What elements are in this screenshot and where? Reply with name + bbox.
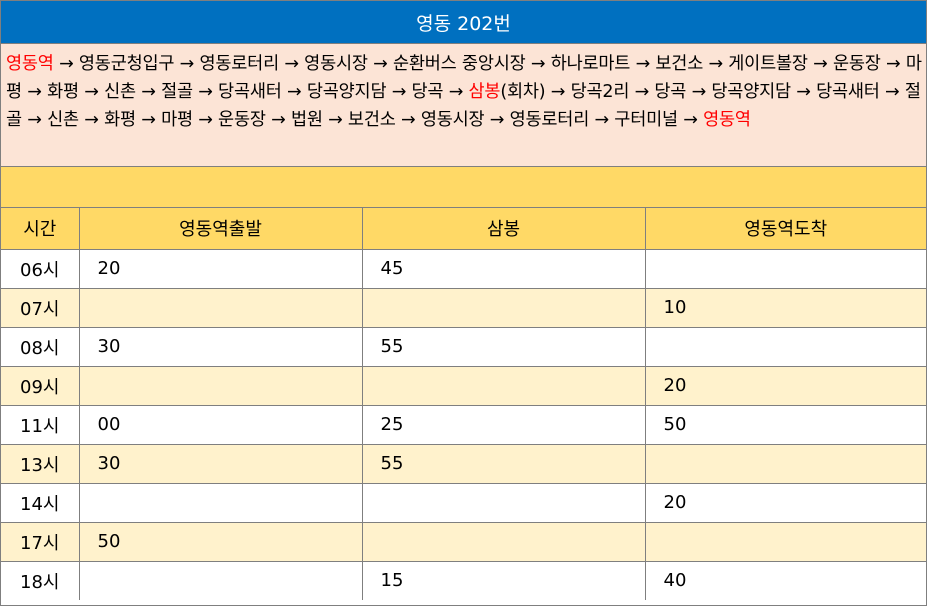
cell-departure [79, 366, 363, 406]
cell-time: 13시 [1, 444, 80, 484]
route-stop-highlight: 삼봉 [468, 82, 501, 102]
cell-departure: 30 [79, 444, 363, 484]
route-segment: (회차) → 당곡2리 → 당곡 → 당곡양지담 → 당곡새터 → 절골 → 신… [6, 82, 921, 130]
cell-arrival: 20 [645, 483, 926, 523]
table-row: 08시 30 55 [1, 327, 926, 367]
cell-time: 18시 [1, 561, 80, 600]
cell-departure: 30 [79, 327, 363, 367]
cell-departure [79, 288, 363, 328]
header-row: 시간 영동역출발 삼봉 영동역도착 [1, 208, 926, 250]
cell-arrival: 20 [645, 366, 926, 406]
table-row: 18시 15 40 [1, 561, 926, 600]
cell-sambong: 55 [362, 327, 646, 367]
cell-arrival [645, 327, 926, 367]
table-row: 11시 00 25 50 [1, 405, 926, 445]
cell-sambong [362, 288, 646, 328]
cell-arrival: 10 [645, 288, 926, 328]
cell-time: 06시 [1, 249, 80, 289]
col-header-arrival: 영동역도착 [645, 208, 926, 250]
cell-time: 07시 [1, 288, 80, 328]
cell-time: 14시 [1, 483, 80, 523]
table-row: 14시 20 [1, 483, 926, 523]
cell-time: 17시 [1, 522, 80, 562]
cell-sambong: 55 [362, 444, 646, 484]
cell-departure: 00 [79, 405, 363, 445]
col-header-sambong: 삼봉 [362, 208, 646, 250]
route-description: 영동역 → 영동군청입구 → 영동로터리 → 영동시장 → 순환버스 중앙시장 … [1, 44, 926, 167]
cell-sambong [362, 366, 646, 406]
cell-arrival [645, 522, 926, 562]
table-row: 13시 30 55 [1, 444, 926, 484]
cell-arrival: 40 [645, 561, 926, 600]
blank-header-band [1, 167, 926, 208]
cell-departure: 20 [79, 249, 363, 289]
table-row: 17시 50 [1, 522, 926, 562]
cell-sambong [362, 522, 646, 562]
route-stop-highlight: 영동역 [6, 54, 54, 74]
cell-arrival: 50 [645, 405, 926, 445]
route-segment: → 영동군청입구 → 영동로터리 → 영동시장 → 순환버스 중앙시장 → 하나… [6, 54, 922, 102]
table-row: 09시 20 [1, 366, 926, 406]
cell-time: 11시 [1, 405, 80, 445]
cell-departure: 50 [79, 522, 363, 562]
cell-sambong: 45 [362, 249, 646, 289]
cell-arrival [645, 444, 926, 484]
route-stop-highlight: 영동역 [703, 110, 751, 130]
cell-departure [79, 483, 363, 523]
timetable: 시간 영동역출발 삼봉 영동역도착 06시 20 45 07시 10 08시 30 55 09시… [1, 208, 926, 600]
col-header-time: 시간 [1, 208, 80, 250]
table-row: 07시 10 [1, 288, 926, 328]
cell-time: 09시 [1, 366, 80, 406]
cell-arrival [645, 249, 926, 289]
route-title: 영동 202번 [1, 1, 926, 44]
cell-departure [79, 561, 363, 600]
table-row: 06시 20 45 [1, 249, 926, 289]
cell-sambong: 15 [362, 561, 646, 600]
col-header-departure: 영동역출발 [79, 208, 363, 250]
timetable-body: 06시 20 45 07시 10 08시 30 55 09시 20 11시 00 25 50 13시 30 55… [1, 249, 926, 600]
cell-time: 08시 [1, 327, 80, 367]
cell-sambong [362, 483, 646, 523]
cell-sambong: 25 [362, 405, 646, 445]
